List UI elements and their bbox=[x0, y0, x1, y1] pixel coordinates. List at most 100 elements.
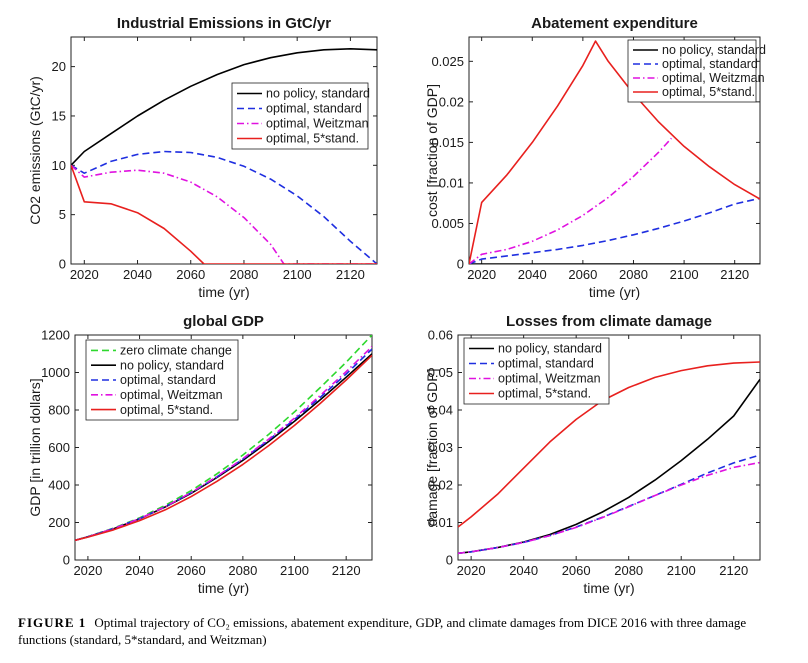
x-tick-label: 2100 bbox=[280, 563, 309, 578]
y-axis-label: CO2 emissions (GtC/yr) bbox=[27, 76, 43, 225]
x-tick-label: 2080 bbox=[619, 267, 648, 282]
series-line-2 bbox=[469, 197, 760, 264]
legend-entry: no policy, standard bbox=[266, 87, 370, 101]
legend-box bbox=[85, 339, 239, 421]
y-tick-label: 0.06 bbox=[428, 328, 453, 343]
legend-entry: optimal, 5*stand. bbox=[120, 403, 213, 417]
legend-entry: optimal, Weitzman bbox=[266, 117, 369, 131]
y-axis-label: cost [fraction of GDP] bbox=[424, 84, 440, 217]
chart-title: global GDP bbox=[183, 313, 264, 330]
series-line-1 bbox=[458, 378, 760, 555]
legend-entry: optimal, Weitzman bbox=[662, 71, 765, 85]
x-tick-label: 2060 bbox=[562, 563, 591, 578]
legend-entry: optimal, Weitzman bbox=[120, 388, 223, 402]
series-line-1 bbox=[71, 47, 377, 166]
legend-entry: optimal, standard bbox=[266, 102, 362, 116]
y-tick-label: 5 bbox=[59, 207, 66, 222]
x-tick-label: 2040 bbox=[123, 267, 152, 282]
series-line-4 bbox=[71, 165, 377, 264]
x-tick-label: 2060 bbox=[568, 267, 597, 282]
y-tick-label: 0.025 bbox=[431, 54, 464, 69]
x-axis-label: time (yr) bbox=[589, 284, 640, 300]
y-tick-label: 600 bbox=[48, 440, 70, 455]
legend-entry: no policy, standard bbox=[662, 43, 766, 57]
x-tick-label: 2120 bbox=[719, 563, 748, 578]
series-line-1 bbox=[75, 335, 372, 542]
y-tick-label: 0.04 bbox=[428, 403, 453, 418]
y-tick-label: 0.01 bbox=[428, 515, 453, 530]
chart-title: Losses from climate damage bbox=[506, 313, 712, 330]
x-tick-label: 2020 bbox=[457, 563, 486, 578]
y-tick-label: 800 bbox=[48, 403, 70, 418]
x-tick-label: 2020 bbox=[467, 267, 496, 282]
y-axis-label: damage [fraction of GDP] bbox=[424, 369, 440, 527]
y-tick-label: 10 bbox=[52, 158, 66, 173]
y-tick-label: 15 bbox=[52, 108, 66, 123]
chart-panel-2: 2020 2040 2060 2080 2100 2120 0 0.005 0.01 0.015 0… bbox=[424, 15, 766, 300]
x-tick-label: 2060 bbox=[177, 563, 206, 578]
x-tick-label: 2120 bbox=[332, 563, 361, 578]
plot-frame bbox=[70, 36, 378, 265]
x-axis-label: time (yr) bbox=[198, 284, 249, 300]
y-tick-label: 0.01 bbox=[439, 175, 464, 190]
y-tick-label: 0.02 bbox=[428, 478, 453, 493]
series-line-2 bbox=[458, 454, 760, 555]
legend-entry: optimal, 5*stand. bbox=[498, 387, 591, 401]
legend-entry: optimal, standard bbox=[120, 373, 216, 387]
x-axis-label: time (yr) bbox=[583, 580, 634, 596]
legend-entry: optimal, 5*stand. bbox=[662, 85, 755, 99]
x-tick-label: 2040 bbox=[125, 563, 154, 578]
x-tick-label: 2080 bbox=[228, 563, 257, 578]
y-tick-label: 0 bbox=[63, 553, 70, 568]
figure-panels: 2020 2040 2060 2080 2100 2120 0 5 10 15 20 Industri… bbox=[27, 15, 766, 596]
series-line-5 bbox=[75, 354, 372, 542]
legend-entry: zero climate change bbox=[120, 344, 232, 358]
x-tick-label: 2020 bbox=[70, 267, 99, 282]
y-tick-label: 20 bbox=[52, 59, 66, 74]
y-tick-label: 1200 bbox=[41, 328, 70, 343]
y-tick-label: 0.05 bbox=[428, 365, 453, 380]
figure-caption-text: Optimal trajectory of CO₂ emissions, aba… bbox=[18, 615, 747, 647]
x-tick-label: 2060 bbox=[176, 267, 205, 282]
x-tick-label: 2120 bbox=[336, 267, 365, 282]
series-line-3 bbox=[469, 137, 672, 264]
x-tick-label: 2100 bbox=[667, 563, 696, 578]
legend-entry: optimal, Weitzman bbox=[498, 372, 601, 386]
chart-panel-1: 2020 2040 2060 2080 2100 2120 0 5 10 15 20 Industri… bbox=[27, 15, 378, 300]
legend-entry: no policy, standard bbox=[120, 358, 224, 372]
chart-title: Industrial Emissions in GtC/yr bbox=[117, 15, 331, 32]
series-line-4 bbox=[469, 40, 760, 264]
legend-entry: optimal, standard bbox=[498, 357, 594, 371]
figure-caption-label: FIGURE 1 bbox=[18, 615, 87, 630]
x-axis-label: time (yr) bbox=[198, 580, 249, 596]
x-tick-label: 2040 bbox=[509, 563, 538, 578]
x-tick-label: 2080 bbox=[229, 267, 258, 282]
y-tick-label: 0 bbox=[59, 257, 66, 272]
legend-entry: optimal, 5*stand. bbox=[266, 132, 359, 146]
legend-entry: optimal, standard bbox=[662, 57, 758, 71]
series-line-3 bbox=[458, 461, 760, 555]
y-tick-label: 1000 bbox=[41, 365, 70, 380]
chart-title: Abatement expenditure bbox=[531, 15, 698, 32]
legend-entry: no policy, standard bbox=[498, 342, 602, 356]
series-line-4 bbox=[75, 346, 372, 542]
y-tick-label: 0.015 bbox=[431, 135, 464, 150]
x-tick-label: 2100 bbox=[283, 267, 312, 282]
chart-panel-4: 2020 2040 2060 2080 2100 2120 0 0.01 0.02 0.03 0.0… bbox=[424, 313, 761, 596]
x-tick-label: 2080 bbox=[614, 563, 643, 578]
figure-caption: FIGURE 1 Optimal trajectory of CO₂ emissi… bbox=[18, 614, 793, 648]
x-tick-label: 2040 bbox=[518, 267, 547, 282]
series-line-2 bbox=[71, 150, 377, 264]
y-tick-label: 0 bbox=[457, 257, 464, 272]
y-tick-label: 200 bbox=[48, 515, 70, 530]
y-tick-label: 0.02 bbox=[439, 94, 464, 109]
x-tick-label: 2020 bbox=[73, 563, 102, 578]
series-line-3 bbox=[71, 164, 377, 264]
y-tick-label: 0.03 bbox=[428, 440, 453, 455]
chart-panel-3: 2020 2040 2060 2080 2100 2120 0 200 400 600 800 100… bbox=[27, 313, 373, 596]
x-tick-label: 2120 bbox=[720, 267, 749, 282]
